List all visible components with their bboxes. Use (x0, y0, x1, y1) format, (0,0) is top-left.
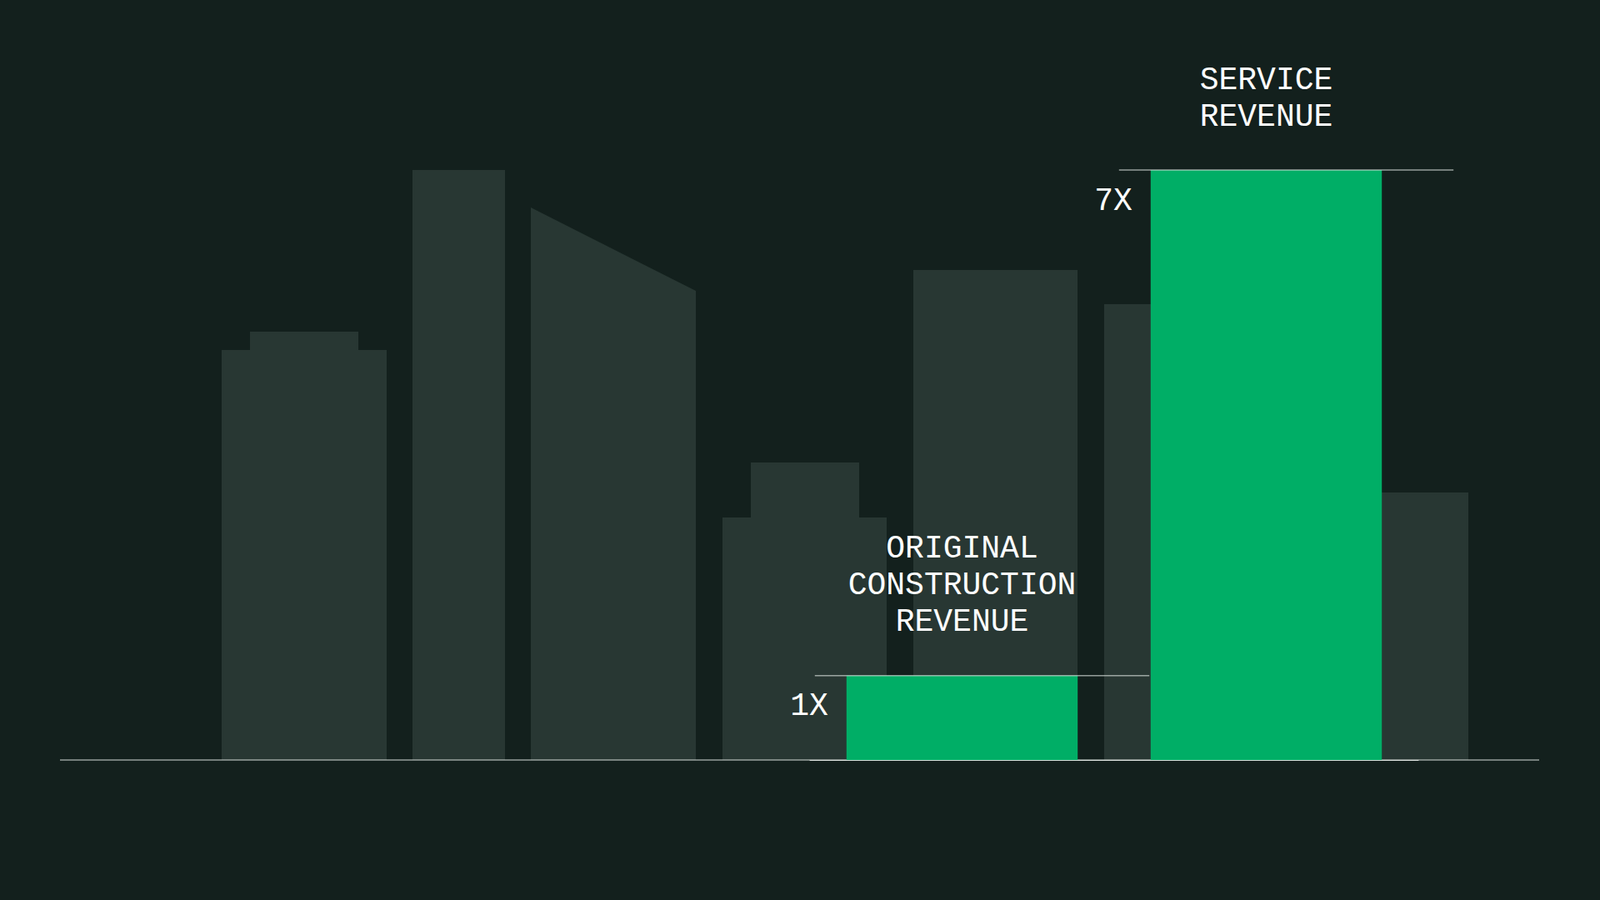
svg-text:ORIGINAL: ORIGINAL (885, 530, 1038, 567)
svg-text:SERVICE: SERVICE (1200, 62, 1334, 99)
svg-text:REVENUE: REVENUE (895, 604, 1030, 640)
svg-text:1X: 1X (790, 688, 829, 725)
svg-text:REVENUE: REVENUE (1200, 99, 1334, 135)
svg-text:CONSTRUCTION: CONSTRUCTION (848, 567, 1077, 604)
svg-text:7X: 7X (1094, 183, 1133, 220)
